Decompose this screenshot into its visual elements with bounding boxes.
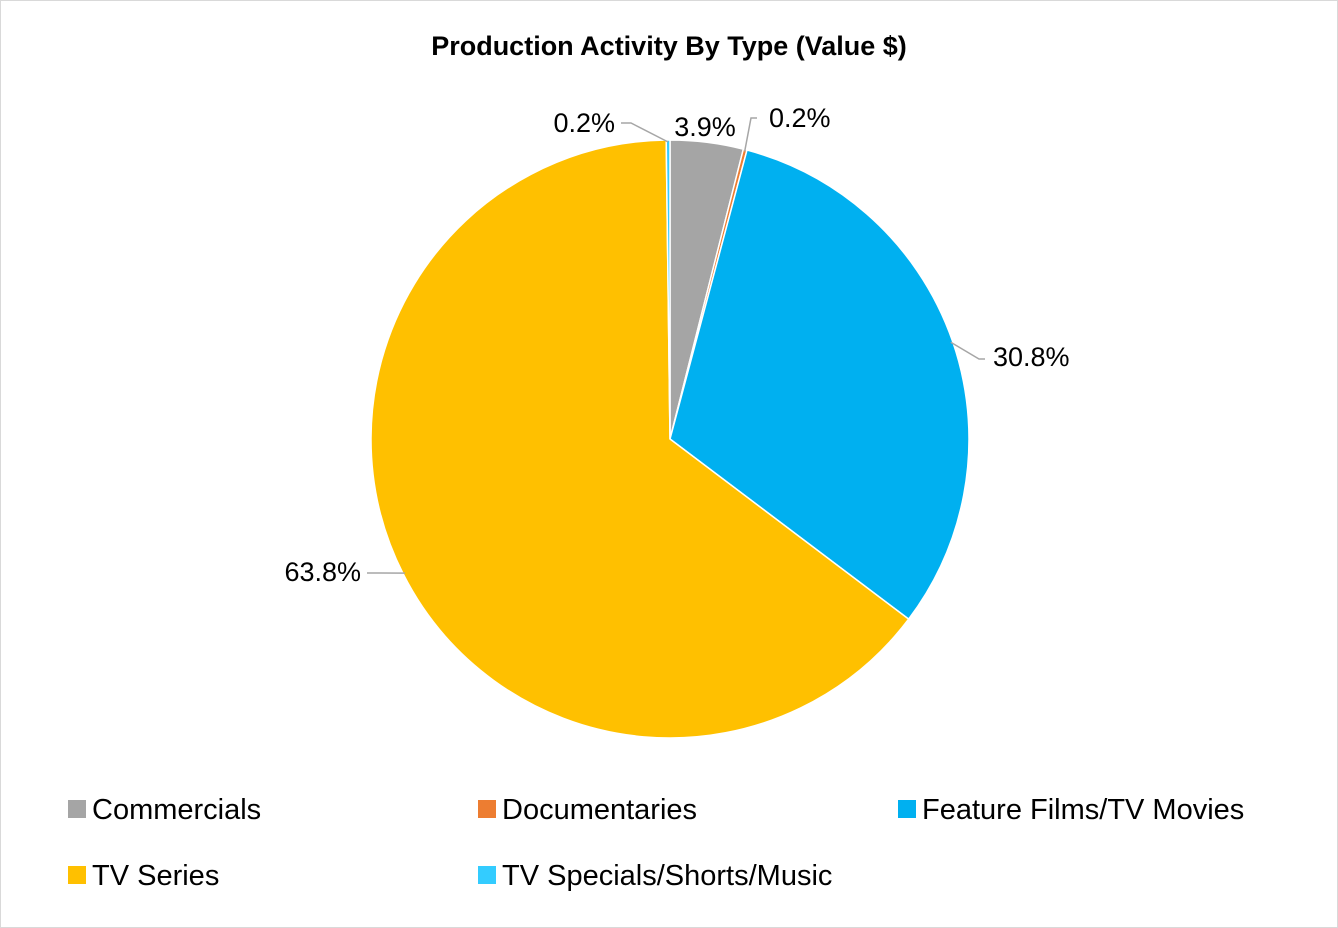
- leader-lines: [367, 117, 985, 574]
- data-label-tv-specials-shorts-music: 0.2%: [553, 108, 615, 138]
- legend-swatch-tv-specials-shorts-music: [478, 866, 496, 884]
- data-label-tv-series: 63.8%: [284, 557, 361, 587]
- leader-line-documentaries: [743, 117, 757, 152]
- legend-item-feature-films-tv-movies: Feature Films/TV Movies: [898, 794, 1244, 826]
- legend-label-tv-specials-shorts-music: TV Specials/Shorts/Music: [502, 860, 832, 892]
- legend-swatch-tv-series: [68, 866, 86, 884]
- data-label-documentaries: 0.2%: [769, 103, 831, 133]
- legend-swatch-commercials: [68, 800, 86, 818]
- data-label-feature-films-tv-movies: 30.8%: [993, 342, 1070, 372]
- legend: Commercials Documentaries Feature Films/TV…: [68, 794, 1244, 892]
- legend-label-commercials: Commercials: [92, 794, 261, 826]
- data-label-commercials: 3.9%: [674, 112, 736, 142]
- pie-slice-tv-series: [370, 139, 910, 739]
- legend-swatch-documentaries: [478, 800, 496, 818]
- legend-label-feature-films-tv-movies: Feature Films/TV Movies: [922, 794, 1244, 826]
- legend-label-documentaries: Documentaries: [502, 794, 697, 826]
- leader-line-feature-films-tv-movies: [950, 341, 985, 360]
- legend-item-commercials: Commercials: [68, 794, 261, 826]
- legend-item-documentaries: Documentaries: [478, 794, 697, 826]
- leader-line-tv-specials-shorts-music: [621, 122, 669, 143]
- legend-item-tv-series: TV Series: [68, 860, 219, 892]
- chart-title: Production Activity By Type (Value $): [431, 31, 907, 61]
- pie-slice-feature-films-tv-movies: [669, 149, 970, 621]
- legend-swatch-feature-films-tv-movies: [898, 800, 916, 818]
- legend-label-tv-series: TV Series: [92, 860, 219, 892]
- legend-item-tv-specials-shorts-music: TV Specials/Shorts/Music: [478, 860, 832, 892]
- pie-slice-tv-specials-shorts-music: [665, 139, 671, 440]
- data-labels: 3.9% 0.2% 30.8% 63.8% 0.2%: [284, 103, 1069, 587]
- pie-slices: [370, 139, 970, 739]
